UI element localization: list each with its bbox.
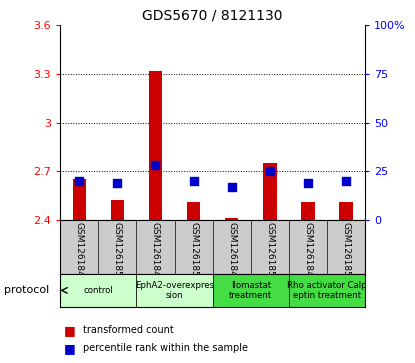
Point (228, 184, 235, 189)
Point (152, 162, 159, 168)
Text: EphA2-overexpres
sion: EphA2-overexpres sion (135, 281, 214, 300)
Point (114, 180, 121, 185)
Bar (225, 218, 239, 220)
Point (305, 180, 311, 185)
Text: percentile rank within the sample: percentile rank within the sample (83, 343, 248, 354)
Text: GSM1261853: GSM1261853 (265, 222, 274, 283)
Bar (289, 274, 365, 307)
Point (343, 178, 349, 184)
Text: control: control (83, 286, 113, 295)
Text: GSM1261847: GSM1261847 (75, 222, 84, 283)
Bar (111, 200, 124, 220)
Bar (339, 202, 353, 220)
Bar (263, 163, 276, 220)
Text: GSM1261849: GSM1261849 (227, 222, 236, 283)
Text: GSM1261848: GSM1261848 (151, 222, 160, 283)
Bar (187, 202, 200, 220)
Bar (137, 274, 212, 307)
Bar (149, 71, 162, 220)
Point (190, 178, 197, 184)
Text: protocol: protocol (4, 285, 49, 295)
Text: Rho activator Calp
eptin treatment: Rho activator Calp eptin treatment (287, 281, 367, 300)
Point (266, 168, 273, 174)
Text: GSM1261851: GSM1261851 (113, 222, 122, 283)
Text: Ilomastat
treatment: Ilomastat treatment (229, 281, 272, 300)
Title: GDS5670 / 8121130: GDS5670 / 8121130 (142, 9, 283, 23)
Text: GSM1261852: GSM1261852 (189, 222, 198, 283)
Text: GSM1261850: GSM1261850 (342, 222, 351, 283)
Point (76, 178, 83, 184)
Text: ■: ■ (64, 324, 76, 337)
Text: GSM1261846: GSM1261846 (303, 222, 312, 283)
Bar (212, 274, 289, 307)
Text: transformed count: transformed count (83, 325, 174, 335)
Bar (73, 179, 86, 220)
Bar (60, 274, 137, 307)
Bar (301, 202, 315, 220)
Text: ■: ■ (64, 342, 76, 355)
